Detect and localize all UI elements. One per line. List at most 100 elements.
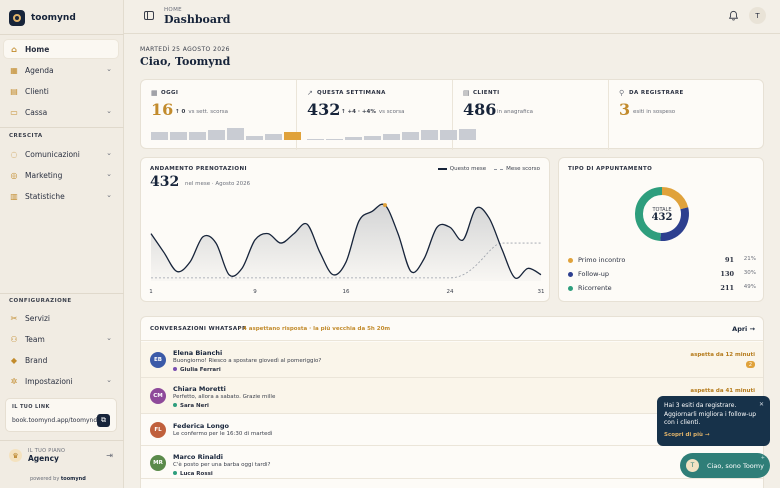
stat-clienti[interactable]: ▤ CLIENTI 486 in anagrafica (453, 80, 609, 150)
donut-center-label: TOTALE (651, 207, 671, 213)
donut-slice-2 (635, 187, 663, 241)
assigned-agent: Giulia Ferrari (173, 367, 221, 373)
open-conversations-link[interactable]: Apri → (732, 325, 755, 333)
sidebar-item-label: Cassa (25, 107, 48, 117)
spark-bar (284, 131, 301, 140)
donut-slice-1 (660, 207, 689, 241)
legend-dot (568, 258, 573, 263)
spark-bar (440, 129, 457, 140)
conversations-header: CONVERSAZIONI WHATSAPP · 4 aspettano ris… (141, 317, 763, 341)
legend-count: 130 (720, 270, 734, 278)
bell-icon[interactable] (728, 10, 740, 22)
chevron-down-icon[interactable]: ⌄ (106, 376, 112, 384)
toast-link[interactable]: Scopri di più → (664, 432, 710, 438)
copy-icon[interactable]: ⧉ (97, 414, 110, 427)
waiting-time: aspetta da 41 minuti (690, 388, 755, 394)
stat-oggi[interactable]: ▦ OGGI 16 ↑ 0 vs sett. scorsa (141, 80, 301, 150)
donut-slice-0 (661, 187, 689, 210)
assistant-chat-button[interactable]: T Ciao, sono Toomy + (680, 453, 770, 478)
contact-avatar: MR (150, 454, 166, 471)
stat-value: 3 (619, 100, 631, 119)
series-line-mese-scorso (151, 242, 541, 279)
logout-icon[interactable]: ⇥ (106, 451, 113, 460)
sidebar-item-label: Marketing (25, 170, 63, 180)
chevron-down-icon[interactable]: ⌄ (106, 65, 112, 73)
stat-da-registrare[interactable]: ⚲ DA REGISTRARE 3 esiti in sospeso (609, 80, 765, 150)
conversation-row[interactable]: FL Federica Longo Le confermo per le 16:30… (141, 414, 763, 446)
pin-icon: ⚲ (619, 89, 625, 97)
section-label-configurazione: CONFIGURAZIONE (9, 298, 72, 304)
trend-sub: nel mese · Agosto 2026 (185, 181, 251, 187)
sidebar-item-statistiche[interactable]: ▥ Statistiche ⌄ (4, 187, 118, 205)
trend-label: ANDAMENTO PRENOTAZIONI (150, 166, 247, 172)
spark-bar (364, 135, 381, 140)
legend-name: Primo incontro (578, 256, 626, 264)
chevron-down-icon[interactable]: ⌄ (106, 149, 112, 157)
chevron-down-icon[interactable]: ⌄ (106, 107, 112, 115)
peak-marker (383, 203, 387, 208)
sidebar-item-label: Agenda (25, 65, 54, 75)
chevron-down-icon[interactable]: ⌄ (106, 191, 112, 199)
stat-label: DA REGISTRARE (629, 90, 684, 96)
chevron-down-icon[interactable]: ⌄ (106, 170, 112, 178)
spark-bar (208, 129, 225, 140)
series-area-questo-mese (151, 204, 541, 281)
conversation-row[interactable]: MR Marco Rinaldi C'è posto per una barba o… (141, 446, 763, 479)
chart-icon: ▥ (10, 191, 18, 201)
legend-dot (568, 272, 573, 277)
spark-bar (383, 133, 400, 140)
legend-current: Questo mese (437, 166, 486, 172)
chevron-down-icon[interactable]: ⌄ (106, 334, 112, 342)
page-title: Dashboard (164, 13, 231, 26)
sidebar-item-team[interactable]: ⚇ Team ⌄ (4, 330, 118, 348)
donut-legend-row: Primo incontro 91 21% (568, 256, 756, 266)
sparkline (151, 126, 301, 140)
contact-avatar: EB (150, 352, 166, 368)
sidebar-item-agenda[interactable]: ▦ Agenda ⌄ (4, 61, 118, 79)
sidebar-item-marketing[interactable]: ◎ Marketing ⌄ (4, 166, 118, 184)
donut-legend-row: Follow-up 130 30% (568, 270, 756, 280)
greeting-title: Ciao, Toomynd (140, 55, 231, 68)
sidebar-item-home[interactable]: ⌂ Home (4, 40, 118, 58)
user-avatar[interactable]: T (749, 7, 766, 24)
stat-sub: ↑ +4 · +4% vs scorsa (341, 109, 405, 115)
close-icon[interactable]: ✕ (758, 401, 764, 408)
sidebar-item-cassa[interactable]: ▭ Cassa ⌄ (4, 103, 118, 121)
series-line-questo-mese (150, 203, 542, 280)
bookings-trend-card: ANDAMENTO PRENOTAZIONI 432 nel mese · Ag… (140, 157, 550, 302)
legend-pct: 30% (743, 270, 756, 276)
scissors-icon: ✂ (10, 313, 18, 323)
legend-pct: 49% (743, 284, 756, 290)
donut-center-value: 432 (652, 212, 673, 223)
stat-sub: ↑ 0 vs sett. scorsa (175, 109, 229, 115)
sidebar-item-servizi[interactable]: ✂ Servizi (4, 309, 118, 327)
conversation-row[interactable]: EB Elena Bianchi Buongiorno! Riesco a spos… (141, 342, 763, 378)
spark-bar (170, 131, 187, 140)
booking-link-label: IL TUO LINK (12, 404, 50, 410)
trend-icon: ↗ (307, 89, 313, 97)
sidebar-item-comunicazioni[interactable]: ◌ Comunicazioni ⌄ (4, 145, 118, 163)
calendar-icon: ▦ (10, 65, 18, 75)
plan-box: ♛ IL TUO PIANO Agency ⇥ (9, 448, 117, 463)
stat-label: CLIENTI (473, 90, 500, 96)
top-header: HOME Dashboard T (124, 0, 780, 34)
spark-bar (459, 128, 476, 140)
unread-badge: 2 (746, 361, 755, 368)
sidebar-item-clienti[interactable]: ▤ Clienti (4, 82, 118, 100)
plan-name: Agency (28, 454, 59, 463)
legend-count: 91 (724, 256, 734, 264)
breadcrumb: HOME (164, 7, 182, 13)
legend-pct: 21% (743, 256, 756, 262)
brand-logo[interactable]: toomynd (9, 10, 76, 26)
stat-sub: in anagrafica (497, 109, 533, 115)
sidebar-toggle-icon[interactable] (144, 11, 154, 20)
sidebar-item-impostazioni[interactable]: ✲ Impostazioni ⌄ (4, 372, 118, 390)
stats-card: ▦ OGGI 16 ↑ 0 vs sett. scorsa ↗ QUESTA SETTIMA… (140, 79, 765, 150)
sidebar-item-label: Brand (25, 355, 48, 365)
stat-value: 16 (151, 100, 174, 119)
logo-icon (9, 10, 25, 26)
booking-link-url[interactable]: book.toomynd.app/toomynd (12, 417, 98, 424)
sidebar-item-brand[interactable]: ◆ Brand (4, 351, 118, 369)
stat-questa-settimana[interactable]: ↗ QUESTA SETTIMANA 432 ↑ +4 · +4% vs scorsa (297, 80, 476, 150)
